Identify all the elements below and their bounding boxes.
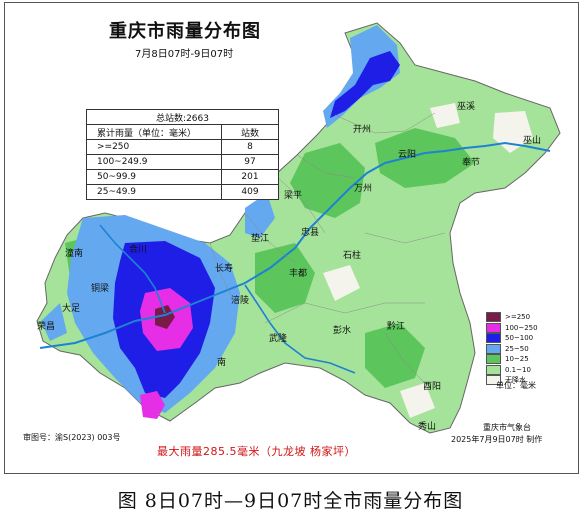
place-label: 合川 bbox=[129, 245, 148, 255]
legend-label: 0.1~10 bbox=[505, 365, 531, 374]
place-label: 彭水 bbox=[333, 326, 352, 336]
wu-river bbox=[244, 284, 356, 374]
place-label: 长寿 bbox=[215, 264, 234, 274]
place-label: 丰都 bbox=[289, 269, 308, 279]
legend-label: 25~50 bbox=[505, 344, 529, 353]
place-label: 石柱 bbox=[343, 251, 362, 261]
stats-level: 50~99.9 bbox=[86, 169, 222, 185]
legend-label: >=250 bbox=[505, 313, 531, 322]
place-label: 秀山 bbox=[418, 422, 437, 432]
place-label: 黔江 bbox=[387, 322, 406, 332]
table-row: 100~249.9 97 bbox=[86, 154, 279, 170]
region-none-c bbox=[323, 265, 360, 301]
legend-label: 10~25 bbox=[505, 355, 529, 364]
max-rainfall-note: 最大雨量285.5毫米（九龙坡 杨家坪） bbox=[157, 445, 356, 458]
legend-item: 无降水 bbox=[486, 375, 538, 386]
place-label: 武隆 bbox=[269, 334, 288, 344]
legend-item: 50~100 bbox=[486, 333, 538, 344]
stats-col-level: 累计雨量（单位：毫米） bbox=[86, 124, 222, 140]
place-label: 巫山 bbox=[523, 136, 542, 146]
legend-swatch bbox=[486, 354, 501, 365]
region-25-50-c bbox=[245, 193, 275, 238]
rainfall-map-figure: 重庆市雨量分布图 7月8日07时-9日07时 总站数:2663 累计雨量（单位：… bbox=[4, 2, 579, 474]
place-label: 万州 bbox=[354, 184, 373, 194]
table-row: 50~99.9 201 bbox=[86, 169, 279, 185]
stats-total-stations: 总站数:2663 bbox=[86, 109, 279, 125]
place-label: 南 bbox=[217, 358, 227, 368]
map-date-range: 7月8日07时-9日07时 bbox=[135, 49, 234, 60]
table-row: 25~49.9 409 bbox=[86, 184, 279, 200]
legend-item: 0.1~10 bbox=[486, 364, 538, 376]
figure-caption: 图 8日07时—9日07时全市雨量分布图 bbox=[117, 490, 464, 512]
agency-label: 重庆市气象台 bbox=[483, 423, 531, 432]
place-label: 忠县 bbox=[301, 228, 320, 238]
jialing-river bbox=[99, 224, 166, 314]
place-label: 奉节 bbox=[462, 158, 481, 168]
stats-col-header-row: 累计雨量（单位：毫米） 站数 bbox=[86, 124, 279, 140]
legend-label: 50~100 bbox=[505, 334, 534, 343]
legend-swatch bbox=[486, 312, 501, 323]
table-row: >=250 8 bbox=[86, 139, 279, 155]
legend-swatch bbox=[486, 375, 501, 386]
region-none-b bbox=[430, 103, 460, 128]
region-100-250-b bbox=[140, 391, 165, 419]
place-label: 云阳 bbox=[398, 150, 417, 160]
place-label: 梁平 bbox=[284, 191, 303, 201]
district-boundaries bbox=[209, 112, 446, 384]
place-label: 巫溪 bbox=[457, 102, 476, 112]
place-label: 铜梁 bbox=[91, 284, 110, 294]
legend-item: >=250 bbox=[486, 312, 538, 323]
legend-swatch bbox=[486, 364, 501, 375]
region-50-100-a bbox=[330, 51, 400, 118]
stats-col-count: 站数 bbox=[221, 124, 279, 140]
legend-swatch bbox=[486, 333, 501, 344]
stats-level: 25~49.9 bbox=[86, 184, 222, 200]
legend-label: 无降水 bbox=[505, 376, 526, 385]
region-25-50-d bbox=[41, 303, 67, 341]
place-label: 酉阳 bbox=[423, 382, 442, 392]
place-label: 大足 bbox=[62, 304, 81, 314]
place-label: 荣昌 bbox=[37, 322, 56, 332]
region-over-250 bbox=[155, 305, 175, 329]
legend-swatch bbox=[486, 343, 501, 354]
legend-item: 100~250 bbox=[486, 322, 538, 334]
stats-count: 201 bbox=[221, 169, 279, 185]
legend-item: 25~50 bbox=[486, 343, 538, 355]
legend-swatch bbox=[486, 322, 501, 333]
stats-count: 8 bbox=[221, 139, 279, 155]
region-10-25-c bbox=[255, 243, 315, 313]
stats-level: 100~249.9 bbox=[86, 154, 222, 170]
chongqing-map bbox=[36, 22, 561, 434]
stats-count: 409 bbox=[221, 184, 279, 200]
stats-level: >=250 bbox=[86, 139, 222, 155]
region-10-25-b bbox=[375, 128, 475, 188]
map-legend: >=250 100~250 50~100 25~50 10~25 0.1~10 … bbox=[486, 312, 538, 386]
place-label: 垫江 bbox=[251, 234, 270, 244]
legend-label: 100~250 bbox=[505, 323, 538, 332]
place-label: 开州 bbox=[353, 125, 372, 135]
region-10-25-d bbox=[365, 323, 425, 388]
approval-number: 审图号：渝S(2023) 003号 bbox=[23, 433, 121, 442]
legend-item: 10~25 bbox=[486, 354, 538, 365]
stats-header-row: 总站数:2663 bbox=[86, 109, 279, 125]
yangtze-river bbox=[39, 141, 551, 349]
region-none-d bbox=[400, 383, 435, 418]
map-title: 重庆市雨量分布图 bbox=[109, 21, 261, 42]
place-label: 涪陵 bbox=[231, 296, 250, 306]
stats-count: 97 bbox=[221, 154, 279, 170]
place-label: 潼南 bbox=[65, 249, 84, 259]
unit-label: 单位：毫米 bbox=[496, 381, 536, 390]
station-stats-table: 总站数:2663 累计雨量（单位：毫米） 站数 >=250 8 100~249.… bbox=[86, 109, 279, 200]
region-10-25-a bbox=[290, 143, 365, 218]
issue-time: 2025年7月9日07时 制作 bbox=[451, 435, 543, 444]
